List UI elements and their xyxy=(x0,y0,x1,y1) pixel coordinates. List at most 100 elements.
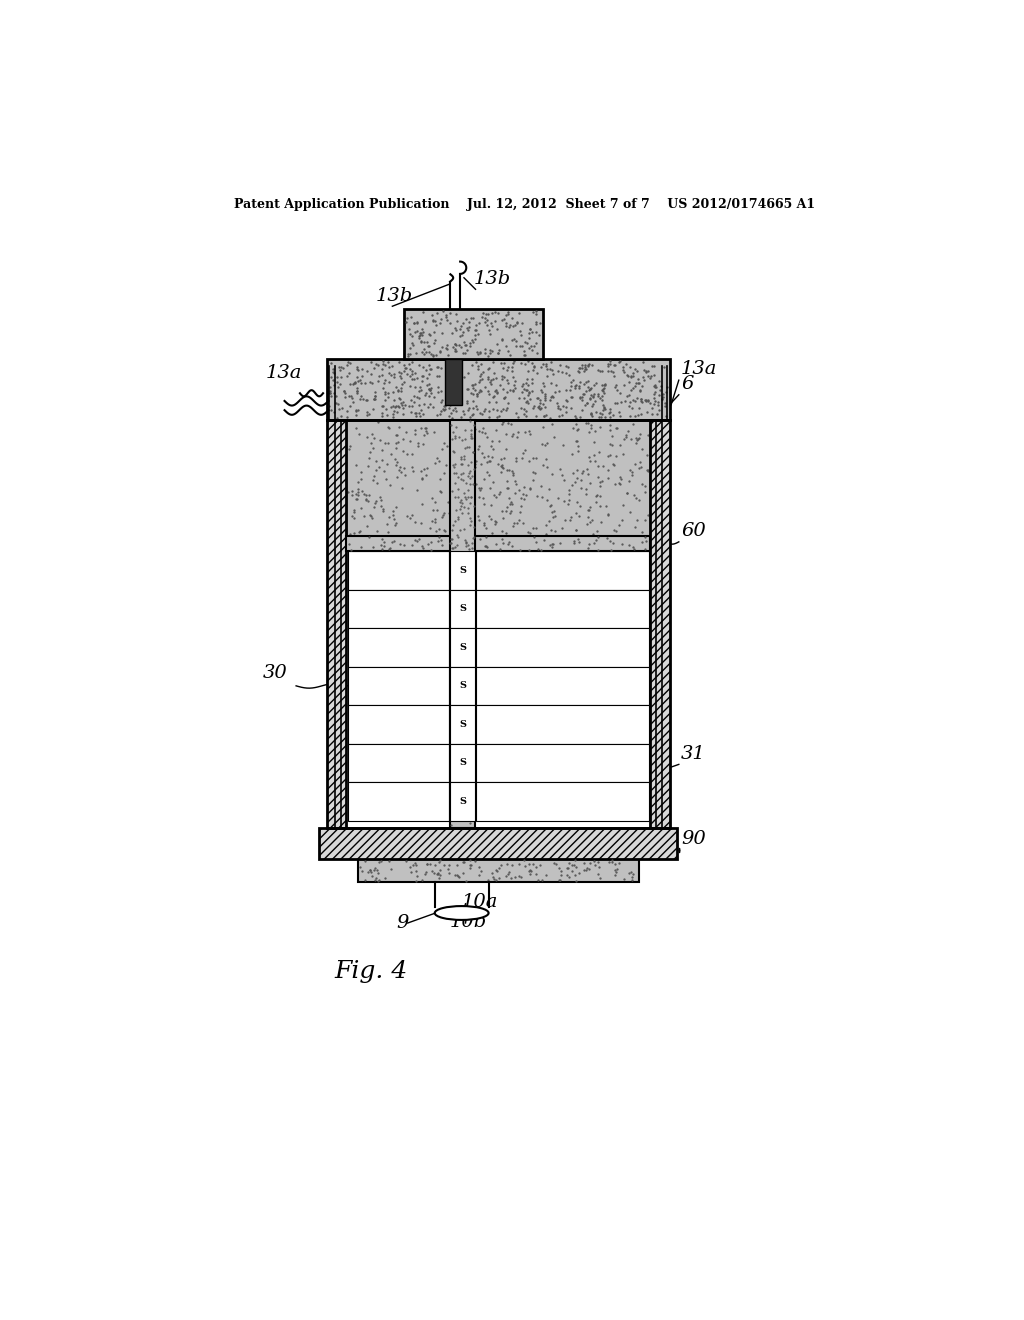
Point xyxy=(650,400,667,421)
Point xyxy=(430,863,446,884)
Point xyxy=(507,450,523,471)
Point xyxy=(518,391,535,412)
Point xyxy=(429,356,445,378)
Point xyxy=(567,857,584,878)
Point xyxy=(457,764,473,785)
Point xyxy=(569,430,586,451)
Point xyxy=(444,486,461,507)
Point xyxy=(410,436,426,457)
Point xyxy=(407,424,423,445)
Point xyxy=(452,601,468,622)
Point xyxy=(606,378,623,399)
Point xyxy=(522,479,539,500)
Point xyxy=(377,381,393,403)
Point xyxy=(523,339,540,360)
Point xyxy=(462,474,478,495)
Point xyxy=(515,374,531,395)
Point xyxy=(450,420,466,441)
Point xyxy=(623,366,639,387)
Point xyxy=(506,867,522,888)
Point xyxy=(344,374,360,395)
Point xyxy=(419,854,435,875)
Point xyxy=(428,315,444,337)
Point xyxy=(425,310,441,331)
Point xyxy=(403,360,420,381)
Point xyxy=(418,342,434,363)
Point xyxy=(476,312,493,333)
Point xyxy=(527,857,544,878)
Point xyxy=(617,425,634,446)
Point xyxy=(600,360,616,381)
Point xyxy=(453,627,469,648)
Point xyxy=(583,378,599,399)
Point xyxy=(376,372,392,393)
Point xyxy=(460,454,476,475)
Point xyxy=(640,360,656,381)
Point xyxy=(552,532,568,553)
Point xyxy=(422,358,438,379)
Point xyxy=(445,417,462,438)
Point xyxy=(441,855,458,876)
Point xyxy=(381,356,397,378)
Point xyxy=(627,358,643,379)
Point xyxy=(575,853,592,874)
Point xyxy=(477,343,494,364)
Point xyxy=(449,512,465,533)
Point xyxy=(461,462,477,483)
Point xyxy=(483,302,500,323)
Point xyxy=(445,775,462,796)
Point xyxy=(585,393,601,414)
Point xyxy=(480,465,497,486)
Point xyxy=(470,323,486,345)
Point xyxy=(449,356,465,378)
Point xyxy=(542,389,558,411)
Point xyxy=(406,313,422,334)
Point xyxy=(449,785,465,807)
Point xyxy=(358,404,375,425)
Point xyxy=(413,461,429,482)
Point xyxy=(449,577,465,598)
Point xyxy=(453,605,469,626)
Point xyxy=(421,335,437,356)
Point xyxy=(335,358,351,379)
Point xyxy=(501,531,517,552)
Point xyxy=(417,310,433,331)
Bar xyxy=(348,705,449,743)
Point xyxy=(443,354,460,375)
Point xyxy=(450,577,466,598)
Point xyxy=(440,345,457,366)
Point xyxy=(513,325,529,346)
Point xyxy=(368,492,384,513)
Point xyxy=(505,424,521,445)
Point xyxy=(366,859,382,880)
Text: 10a: 10a xyxy=(462,892,498,911)
Point xyxy=(560,483,577,504)
Point xyxy=(461,458,477,479)
Point xyxy=(459,392,475,413)
Point xyxy=(454,469,470,490)
Point xyxy=(529,539,546,560)
Point xyxy=(463,308,479,329)
Point xyxy=(456,496,472,517)
Point xyxy=(379,416,395,437)
Point xyxy=(464,355,480,376)
Point xyxy=(393,363,410,384)
Point xyxy=(500,413,516,434)
Point xyxy=(552,458,568,479)
Point xyxy=(633,388,649,409)
Point xyxy=(583,450,599,471)
Point xyxy=(529,363,546,384)
Point xyxy=(452,545,468,566)
Point xyxy=(466,714,482,735)
Point xyxy=(358,484,375,506)
Point xyxy=(451,385,467,407)
Point xyxy=(330,371,346,392)
Point xyxy=(529,396,546,417)
Point xyxy=(451,582,467,603)
Point xyxy=(459,436,475,457)
Point xyxy=(574,389,591,411)
Point xyxy=(416,338,432,359)
Point xyxy=(480,380,497,401)
Point xyxy=(629,430,645,451)
Point xyxy=(461,539,477,560)
